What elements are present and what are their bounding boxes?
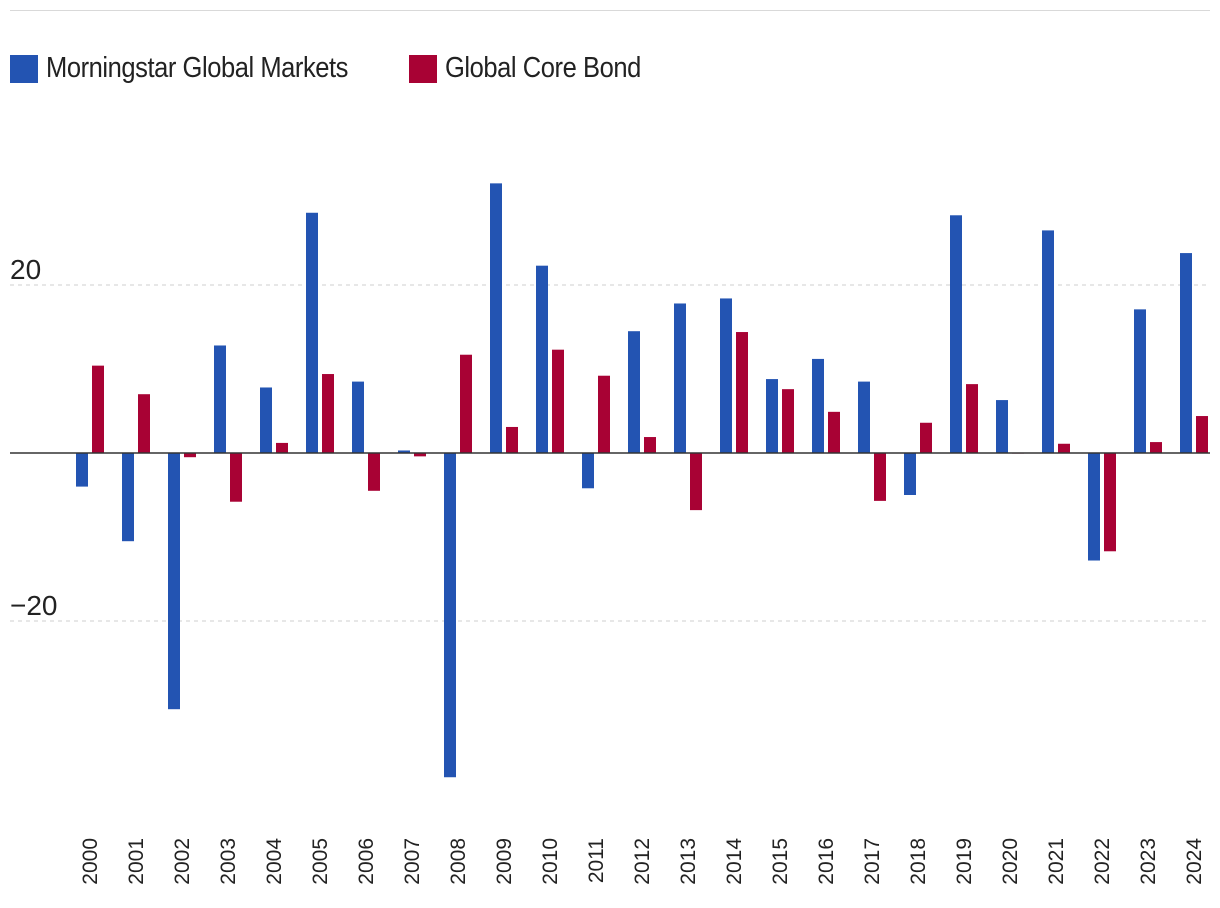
legend-label-global-markets: Morningstar Global Markets <box>46 52 349 84</box>
x-tick-label-2023: 2023 <box>1137 838 1160 885</box>
legend: Morningstar Global Markets Global Core B… <box>10 52 688 85</box>
x-tick-label-2018: 2018 <box>907 838 930 885</box>
bar-global-markets-2009 <box>490 183 502 454</box>
x-tick-label-2003: 2003 <box>217 838 240 885</box>
x-tick-label-2021: 2021 <box>1045 838 1068 885</box>
x-tick-label-2024: 2024 <box>1183 838 1206 885</box>
bar-global-markets-2008 <box>444 453 456 778</box>
bar-global-markets-2012 <box>628 331 640 453</box>
bar-core-bond-2018 <box>920 422 932 453</box>
x-tick-label-2001: 2001 <box>125 838 148 885</box>
x-tick-label-2009: 2009 <box>493 838 516 885</box>
bar-global-markets-2015 <box>766 379 778 453</box>
x-tick-label-2020: 2020 <box>999 838 1022 885</box>
bar-core-bond-2004 <box>276 442 288 453</box>
x-tick-label-2014: 2014 <box>723 838 746 885</box>
legend-swatch-global-markets <box>10 54 38 83</box>
x-tick-label-2017: 2017 <box>861 838 884 885</box>
bar-global-markets-2001 <box>122 453 134 542</box>
bar-global-markets-2002 <box>168 453 180 710</box>
x-tick-label-2016: 2016 <box>815 838 838 885</box>
top-rule <box>10 10 1210 11</box>
bar-global-markets-2005 <box>306 212 318 453</box>
x-tick-label-2015: 2015 <box>769 838 792 885</box>
bar-global-markets-2020 <box>996 400 1008 453</box>
bar-global-markets-2011 <box>582 453 594 489</box>
x-tick-label-2008: 2008 <box>447 838 470 885</box>
bar-core-bond-2003 <box>230 453 242 502</box>
x-tick-label-2022: 2022 <box>1091 838 1114 885</box>
bar-global-markets-2007 <box>398 450 410 453</box>
y-tick-label-0: 20 <box>10 254 41 285</box>
bar-core-bond-2007 <box>414 453 426 457</box>
bar-global-markets-2021 <box>1042 230 1054 453</box>
y-tick-label-1: −20 <box>10 590 58 621</box>
bar-global-markets-2010 <box>536 265 548 453</box>
legend-item-global-markets[interactable]: Morningstar Global Markets <box>10 52 389 85</box>
x-tick-label-2013: 2013 <box>677 838 700 885</box>
legend-swatch-core-bond <box>409 54 438 83</box>
bar-global-markets-2023 <box>1134 309 1146 453</box>
bar-core-bond-2022 <box>1104 453 1116 552</box>
x-tick-label-2012: 2012 <box>631 838 654 885</box>
bar-core-bond-2015 <box>782 389 794 453</box>
x-tick-label-2010: 2010 <box>539 838 562 885</box>
bar-global-markets-2017 <box>858 381 870 453</box>
bar-core-bond-2000 <box>92 365 104 453</box>
bar-core-bond-2008 <box>460 354 472 453</box>
bar-core-bond-2019 <box>966 384 978 453</box>
x-tick-label-2005: 2005 <box>309 838 332 885</box>
bar-core-bond-2016 <box>828 411 840 453</box>
bar-core-bond-2023 <box>1150 442 1162 453</box>
bar-core-bond-2012 <box>644 437 656 453</box>
x-tick-label-2011: 2011 <box>585 838 608 883</box>
x-tick-label-2006: 2006 <box>355 838 378 885</box>
bar-global-markets-2004 <box>260 387 272 453</box>
legend-item-core-bond[interactable]: Global Core Bond <box>409 52 668 85</box>
bar-core-bond-2017 <box>874 453 886 501</box>
bar-core-bond-2014 <box>736 332 748 453</box>
bar-global-markets-2014 <box>720 298 732 453</box>
x-tick-label-2000: 2000 <box>79 838 102 885</box>
bar-global-markets-2018 <box>904 453 916 495</box>
bar-global-markets-2016 <box>812 358 824 453</box>
bar-core-bond-2005 <box>322 374 334 453</box>
bar-global-markets-2000 <box>76 453 88 487</box>
bar-core-bond-2002 <box>184 453 196 458</box>
x-tick-label-2004: 2004 <box>263 838 286 885</box>
bar-global-markets-2019 <box>950 215 962 453</box>
x-tick-label-2007: 2007 <box>401 838 424 885</box>
bar-core-bond-2024 <box>1196 416 1208 453</box>
bar-core-bond-2011 <box>598 375 610 453</box>
x-tick-label-2019: 2019 <box>953 838 976 885</box>
bar-core-bond-2021 <box>1058 443 1070 453</box>
bar-global-markets-2013 <box>674 303 686 453</box>
x-tick-label-2002: 2002 <box>171 838 194 885</box>
bar-core-bond-2006 <box>368 453 380 491</box>
bar-core-bond-2010 <box>552 349 564 453</box>
bar-global-markets-2024 <box>1180 253 1192 453</box>
bar-core-bond-2013 <box>690 453 702 511</box>
bar-global-markets-2006 <box>352 381 364 453</box>
bar-core-bond-2009 <box>506 426 518 453</box>
bar-global-markets-2022 <box>1088 453 1100 561</box>
bar-core-bond-2001 <box>138 394 150 453</box>
legend-label-core-bond: Global Core Bond <box>445 52 642 84</box>
bar-global-markets-2003 <box>214 345 226 453</box>
